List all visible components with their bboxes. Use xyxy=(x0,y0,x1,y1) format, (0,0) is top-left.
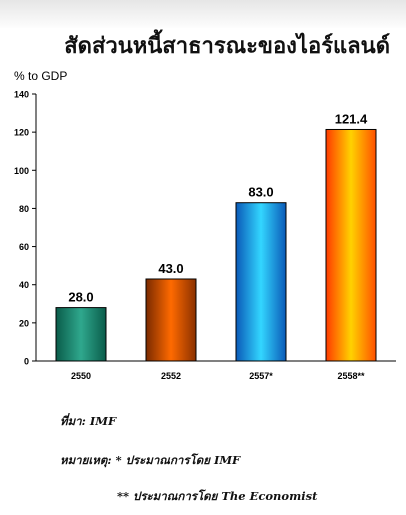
data-label: 43.0 xyxy=(158,261,183,276)
y-tick-label: 60 xyxy=(19,242,29,252)
y-tick-label: 120 xyxy=(14,128,29,138)
data-label: 121.4 xyxy=(335,111,368,126)
y-tick-label: 20 xyxy=(19,318,29,328)
data-label: 28.0 xyxy=(68,290,93,305)
remark-note-2: ** ประมาณการโดย The Economist xyxy=(117,489,318,503)
chart-title: สัดส่วนหนี้สาธารณะของไอร์แลนด์ xyxy=(64,33,390,59)
x-tick-label: 2550 xyxy=(71,371,91,381)
y-tick-label: 40 xyxy=(19,280,29,290)
x-tick-label: 2558** xyxy=(337,371,365,381)
x-tick-label: 2557* xyxy=(249,371,273,381)
data-label: 83.0 xyxy=(248,185,273,200)
bars: 28.0 2550 43.0 2552 83.0 2557* 121.4 2558** xyxy=(55,111,377,381)
bar-2552 xyxy=(145,278,197,362)
y-tick-label: 0 xyxy=(24,357,29,367)
bar-2558** xyxy=(325,128,377,362)
bar-2557* xyxy=(235,202,287,362)
y-axis-label: % to GDP xyxy=(14,69,67,83)
bar-2550 xyxy=(55,307,107,362)
y-tick-label: 100 xyxy=(14,166,29,176)
title-bar-background xyxy=(0,0,406,28)
remark-note: หมายเหตุ: * ประมาณการโดย IMF xyxy=(60,453,241,467)
x-tick-label: 2552 xyxy=(161,371,181,381)
y-tick-label: 140 xyxy=(14,90,29,100)
source-note: ที่มา: IMF xyxy=(60,414,117,428)
y-tick-label: 80 xyxy=(19,204,29,214)
